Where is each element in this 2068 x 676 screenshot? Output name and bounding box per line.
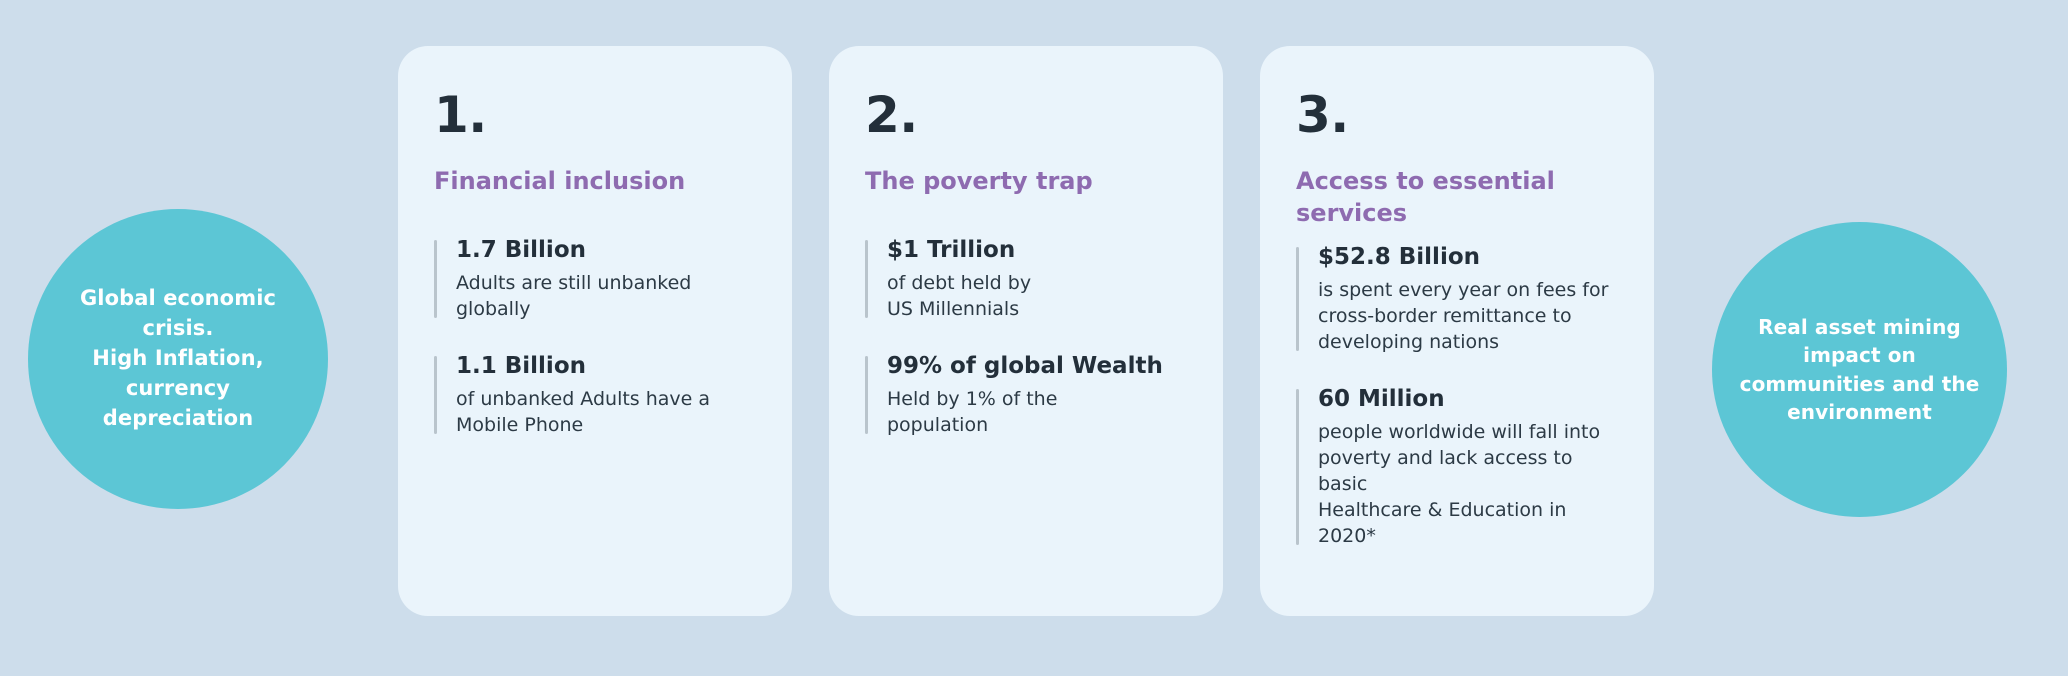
stat-description: of debt held by US Millennials	[887, 271, 1032, 320]
stat-list: 1.7 Billion Adults are still unbanked gl…	[434, 236, 756, 438]
left-circle-text: Global economic crisis. High Inflation, …	[79, 286, 277, 430]
stat-description: Adults are still unbanked globally	[456, 271, 692, 320]
stat-list: $1 Trillion of debt held by US Millennia…	[865, 236, 1187, 438]
stat-item: 99% of global Wealth Held by 1% of the p…	[865, 352, 1187, 438]
right-circle-text: Real asset mining impact on communities …	[1739, 314, 1980, 424]
stat-value: $1 Trillion	[887, 237, 1016, 263]
stat-value: 1.1 Billion	[456, 352, 586, 379]
cards-row: 1. Financial inclusion 1.7 Billion Adult…	[398, 46, 1654, 616]
right-context-circle: Real asset mining impact on communities …	[1712, 222, 2007, 517]
stat-description: Held by 1% of the population	[887, 387, 1058, 436]
card-title: Financial inclusion	[434, 167, 686, 195]
card-essential-services: 3. Access to essential services $52.8 Bi…	[1260, 46, 1654, 616]
stat-item: $52.8 Billion is spent every year on fee…	[1296, 243, 1618, 355]
stat-value: 99% of global Wealth	[887, 352, 1163, 379]
card-number: 2.	[865, 86, 918, 144]
stat-item: $1 Trillion of debt held by US Millennia…	[865, 236, 1187, 322]
left-context-circle: Global economic crisis. High Inflation, …	[28, 209, 328, 509]
stat-value: 1.7 Billion	[456, 237, 586, 263]
card-number: 1.	[434, 86, 487, 144]
stat-list: $52.8 Billion is spent every year on fee…	[1296, 243, 1618, 549]
stat-item: 1.1 Billion of unbanked Adults have a Mo…	[434, 352, 756, 438]
stat-value: $52.8 Billion	[1318, 244, 1480, 271]
card-financial-inclusion: 1. Financial inclusion 1.7 Billion Adult…	[398, 46, 792, 616]
stat-description: is spent every year on fees for cross-bo…	[1318, 279, 1609, 354]
card-title: Access to essential services	[1296, 167, 1555, 227]
stat-item: 1.7 Billion Adults are still unbanked gl…	[434, 236, 756, 322]
card-title: The poverty trap	[865, 167, 1093, 195]
stat-item: 60 Million people worldwide will fall in…	[1296, 385, 1618, 549]
card-poverty-trap: 2. The poverty trap $1 Trillion of debt …	[829, 46, 1223, 616]
card-number: 3.	[1296, 86, 1349, 144]
stat-value: 60 Million	[1318, 386, 1445, 413]
stat-description: people worldwide will fall into poverty …	[1318, 421, 1601, 548]
stat-description: of unbanked Adults have a Mobile Phone	[456, 387, 711, 436]
